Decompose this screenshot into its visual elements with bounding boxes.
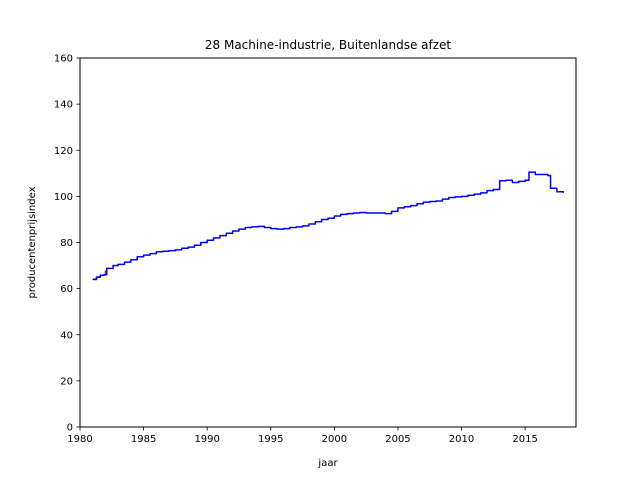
x-tick-label: 2005: [385, 434, 410, 445]
y-tick-label: 40: [60, 330, 73, 341]
x-tick-label: 1990: [194, 434, 219, 445]
x-tick-label: 1995: [258, 434, 283, 445]
x-tick-label: 2000: [322, 434, 347, 445]
x-axis-label: jaar: [317, 458, 338, 469]
chart-title: 28 Machine-industrie, Buitenlandse afzet: [205, 38, 452, 52]
y-tick-label: 100: [54, 192, 73, 203]
y-axis: 0 20 40 60 80 100 120 140 160: [54, 54, 80, 434]
y-tick-label: 80: [60, 238, 73, 249]
y-tick-label: 20: [60, 376, 73, 387]
y-tick-label: 140: [54, 100, 73, 111]
y-tick-label: 0: [67, 423, 73, 434]
x-axis: 1980 1985 1990 1995 2000 2005 2010 2015: [67, 427, 538, 445]
x-tick-label: 2010: [449, 434, 474, 445]
y-axis-label: producentenprijsindex: [27, 186, 38, 298]
series-lines: [92, 171, 565, 281]
x-tick-label: 2015: [512, 434, 537, 445]
x-tick-label: 1980: [67, 434, 92, 445]
y-tick-label: 60: [60, 284, 73, 295]
y-tick-label: 160: [54, 54, 73, 65]
y-tick-label: 120: [54, 146, 73, 157]
series-line-segment_2: [92, 171, 565, 281]
plot-frame: [79, 57, 577, 428]
x-tick-label: 1985: [131, 434, 156, 445]
